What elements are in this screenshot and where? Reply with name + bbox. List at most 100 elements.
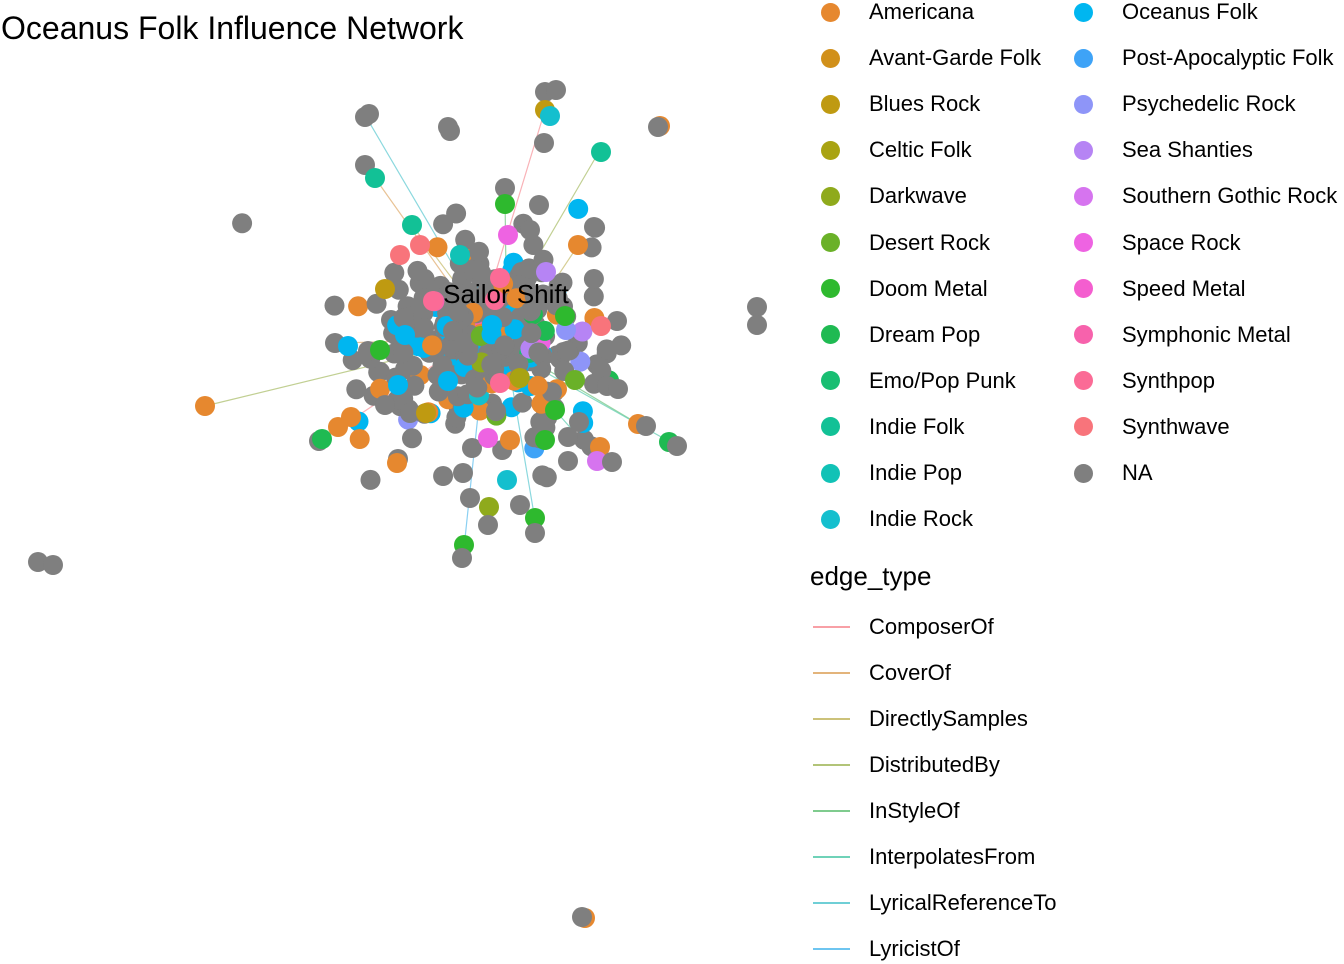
network-node [410, 235, 430, 255]
network-node [555, 306, 575, 326]
legend-item-speed-metal: Speed Metal [1062, 274, 1246, 304]
legend-item-indie-folk: Indie Folk [809, 412, 964, 442]
network-node [527, 375, 548, 396]
legend-item-celtic-folk: Celtic Folk [809, 135, 972, 165]
legend-item-avant-garde-folk: Avant-Garde Folk [809, 43, 1041, 73]
legend-label: Doom Metal [869, 275, 988, 301]
network-node [312, 429, 332, 449]
network-node [525, 508, 545, 528]
legend-label: Avant-Garde Folk [869, 45, 1042, 71]
legend-label: Speed Metal [1122, 275, 1246, 301]
network-node [478, 428, 498, 448]
legend-swatch [1074, 233, 1093, 252]
network-node [485, 290, 505, 310]
network-node [596, 339, 617, 360]
edge-legend-item-instyleof: InStyleOf [809, 796, 959, 826]
edge-legend-item-interpolatesfrom: InterpolatesFrom [809, 842, 1035, 872]
network-node [359, 104, 379, 124]
network-node [365, 168, 385, 188]
network-node [602, 452, 622, 472]
network-node [438, 117, 458, 137]
network-node [546, 80, 566, 100]
edge-legend-item-composerof: ComposerOf [809, 612, 994, 642]
network-node [572, 321, 593, 342]
legend-item-darkwave: Darkwave [809, 181, 967, 211]
network-node [452, 548, 472, 568]
legend-label: NA [1122, 460, 1153, 485]
edge-legend-label: LyricalReferenceTo [869, 890, 1057, 915]
network-node [490, 268, 510, 288]
legend-label: Synthpop [1122, 367, 1215, 393]
legend-label: Psychedelic Rock [1122, 91, 1296, 117]
network-node [384, 262, 405, 283]
legend-swatch [821, 2, 840, 22]
legend-swatch [821, 279, 840, 299]
legend-item-post-apocalyptic-folk: Post-Apocalyptic Folk [1062, 43, 1334, 73]
edge-legend-label: CoverOf [869, 660, 951, 685]
network-node [519, 258, 539, 279]
legend-item-synthwave: Synthwave [1062, 412, 1230, 442]
legend-swatch [1074, 2, 1093, 22]
edge-legend-label: DistributedBy [869, 752, 1000, 777]
network-node [438, 371, 458, 391]
network-node [509, 368, 530, 388]
legend-swatch [1074, 325, 1093, 345]
legend-item-indie-pop: Indie Pop [809, 458, 962, 488]
network-node [469, 241, 489, 262]
network-node [583, 286, 604, 307]
network-node [450, 245, 470, 265]
network-node [346, 379, 367, 400]
network-node [433, 214, 454, 235]
network-node [545, 400, 565, 420]
network-node [583, 269, 604, 289]
network-node [404, 375, 425, 396]
legend-item-doom-metal: Doom Metal [809, 274, 988, 304]
legend-item-blues-rock: Blues Rock [809, 89, 980, 119]
network-node [195, 396, 215, 416]
network-node [525, 523, 545, 543]
edge-legend-item-distributedby: DistributedBy [809, 750, 1000, 780]
edge-legend-label: InterpolatesFrom [869, 844, 1036, 869]
edge-legend-item-directlysamples: DirectlySamples [809, 704, 1028, 734]
network-node [471, 263, 492, 284]
network-node [427, 237, 448, 258]
network-plot: Sailor Shift [28, 80, 767, 928]
edge-legend-title: edge_type [810, 561, 932, 591]
legend-swatch [821, 233, 840, 252]
network-node [469, 400, 490, 421]
network-node [591, 360, 612, 381]
network-node [416, 403, 436, 423]
legend-item-symphonic-metal: Symphonic Metal [1062, 320, 1291, 350]
center-node-label: Sailor Shift [443, 279, 569, 309]
network-node [43, 555, 63, 575]
network-node [667, 436, 687, 456]
legend-item-desert-rock: Desert Rock [809, 228, 990, 258]
legend-swatch [1074, 94, 1093, 114]
legend-label: Space Rock [1122, 229, 1241, 255]
legend-swatch [1074, 417, 1093, 437]
edge-legend-item-lyricalreferenceto: LyricalReferenceTo [809, 888, 1057, 918]
legend-label: Darkwave [869, 183, 967, 209]
network-node [530, 412, 551, 432]
legend-item-indie-rock: Indie Rock [809, 504, 973, 534]
network-node [438, 282, 459, 302]
network-node [324, 295, 345, 316]
legend-swatch [1074, 140, 1093, 160]
legend-swatch [821, 509, 840, 529]
network-node [568, 235, 588, 255]
legend-line-swatch [813, 902, 850, 904]
legend-swatch [1074, 48, 1093, 68]
network-node [448, 302, 469, 323]
network-node [443, 320, 463, 341]
legend-label: Celtic Folk [869, 137, 972, 163]
network-node [591, 316, 611, 336]
network-node [558, 427, 578, 447]
network-node [393, 342, 414, 363]
legend-label: Indie Folk [869, 413, 965, 439]
network-node [558, 451, 578, 471]
network-node [490, 373, 510, 393]
network-node [512, 392, 533, 413]
legend-label: Emo/Pop Punk [869, 367, 1016, 393]
network-node [462, 438, 482, 458]
edge-legend-label: InStyleOf [869, 798, 960, 823]
